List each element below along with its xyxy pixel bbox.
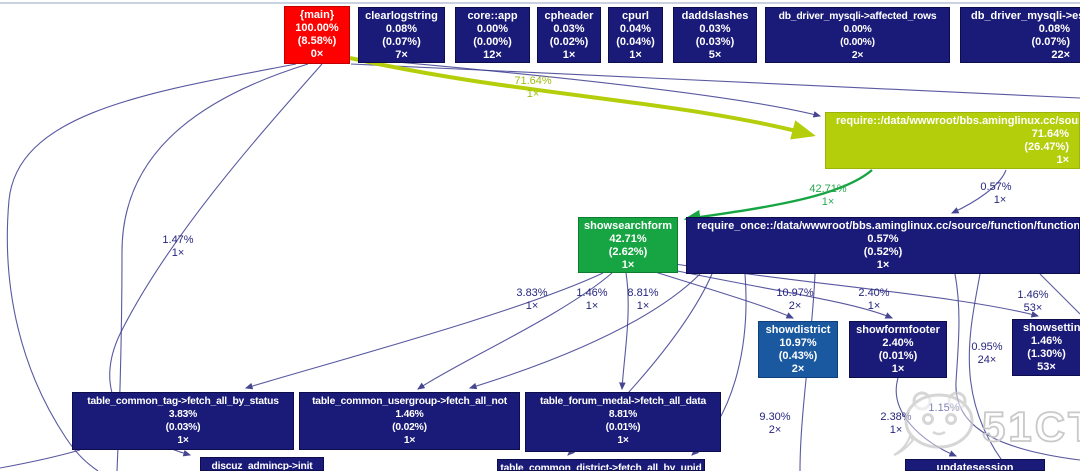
svg-text:2×: 2× — [789, 300, 802, 312]
edge-label-3-83: 3.83% — [516, 287, 547, 299]
svg-text:1×: 1× — [822, 196, 835, 208]
svg-text:1×: 1× — [994, 194, 1007, 206]
node-tag-fetch-all-by-status: table_common_tag->fetch_all_by_status 3.8… — [72, 392, 294, 450]
edge-label-42-71: 42.71% — [809, 183, 847, 195]
edge-to-tag — [244, 272, 604, 390]
edge-label-1-47: 1.47% — [162, 234, 193, 246]
node-updatesession: updatesession — [905, 459, 1045, 471]
edge-exit-right — [1039, 273, 1080, 315]
edge-label-71-64: 71.64% — [514, 75, 552, 87]
svg-text:24×: 24× — [978, 354, 997, 366]
node-escape-string: db_driver_mysqli->es 0.08% (0.07%) 22× — [960, 7, 1080, 63]
edge-require-to-showsearchform — [683, 169, 873, 225]
edge-label-8-81: 8.81% — [627, 287, 658, 299]
edge-label-0-57: 0.57% — [980, 181, 1011, 193]
svg-text:1×: 1× — [586, 300, 599, 312]
edge-label-10-97: 10.97% — [776, 287, 814, 299]
node-showsettings: showsettings1.46%(1.30%)53× — [1012, 319, 1080, 376]
svg-text:2×: 2× — [769, 424, 782, 436]
edge-label-9-30: 9.30% — [759, 411, 790, 423]
node-district-fetch-all-by-upid: table_common_district->fetch_all_by_upid — [497, 459, 705, 471]
node-cpurl: cpurl 0.04% (0.04%) 1× — [608, 7, 663, 63]
edge-label-0-95: 0.95% — [971, 341, 1002, 353]
edge-pass-right — [350, 63, 1080, 99]
node-cpheader: cpheader 0.03% (0.02%) 1× — [537, 7, 601, 63]
node-require-once-function: require_once::/data/wwwroot/bbs.aminglin… — [686, 217, 1080, 274]
edge-label-1-46: 1.46% — [576, 287, 607, 299]
svg-text:1×: 1× — [868, 300, 881, 312]
svg-text:1×: 1× — [890, 424, 903, 436]
edge-left-loop-outer — [6, 63, 297, 471]
edge-main-to-require-heavy — [349, 56, 816, 140]
edge-tag-exit-left — [0, 449, 81, 469]
edge-to-medal — [619, 272, 629, 391]
edge-0-95-right — [954, 273, 1080, 461]
node-usergroup-fetch-all-not: table_common_usergroup->fetch_all_not 1.4… — [299, 392, 520, 450]
edge-requireonce-to-usergroup — [468, 273, 701, 390]
svg-text:1×: 1× — [637, 300, 650, 312]
edge-to-showdistrict — [651, 270, 795, 319]
svg-text:53×: 53× — [1024, 302, 1043, 314]
svg-text:1×: 1× — [527, 88, 540, 100]
edge-require-to-requireonce — [951, 169, 1007, 214]
svg-text:1×: 1× — [526, 300, 539, 312]
node-main: {main} 100.00% (8.58%) 0× — [284, 6, 350, 64]
node-clearlogstring: clearlogstring 0.08% (0.07%) 7× — [358, 7, 445, 63]
node-require-source: require::/data/wwwroot/bbs.aminglinux.cc… — [825, 112, 1080, 169]
edge-label-obscured: 1.15% — [928, 402, 959, 414]
edge-to-usergroup — [417, 272, 613, 390]
edge-label-2-40: 2.40% — [858, 287, 889, 299]
svg-text:1×: 1× — [172, 247, 185, 259]
node-showdistrict: showdistrict 10.97% (0.43%) 2× — [758, 321, 838, 378]
node-showsearchform: showsearchform 42.71% (2.62%) 1× — [578, 217, 678, 273]
node-daddslashes: daddslashes 0.03% (0.03%) 5× — [673, 7, 757, 63]
node-medal-fetch-all-data: table_forum_medal->fetch_all_data 8.81% (0… — [525, 392, 721, 452]
edge-label-1-46-53: 1.46% — [1017, 289, 1048, 301]
node-affected-rows: db_driver_mysqli->affected_rows 0.00% (0.0… — [765, 7, 950, 63]
edge-thin-to-require — [351, 57, 822, 118]
node-core-app: core::app 0.00% (0.00%) 12× — [455, 7, 530, 63]
node-discuz-admincp-init: discuz_admincp->init — [200, 457, 324, 471]
edge-through-watermark — [968, 273, 1011, 471]
edge-label-2-38: 2.38% — [880, 411, 911, 423]
node-showformfooter: showformfooter 2.40% (0.01%) 1× — [849, 321, 947, 378]
